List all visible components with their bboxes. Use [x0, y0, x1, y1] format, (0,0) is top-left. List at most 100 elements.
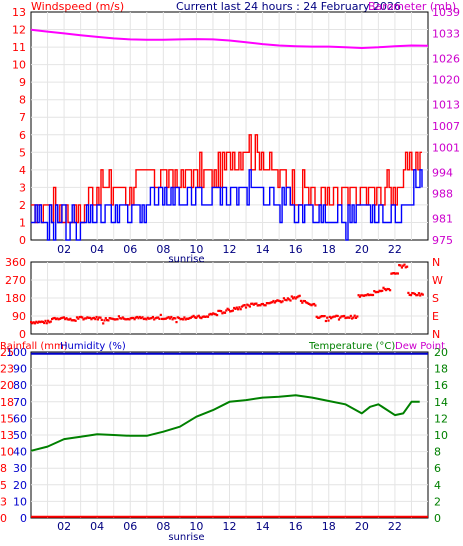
- direction-point: [421, 293, 424, 296]
- direction-point: [347, 316, 350, 319]
- humidity-tick-label: 70: [13, 396, 27, 409]
- direction-point: [297, 295, 300, 298]
- direction-point: [265, 302, 268, 305]
- direction-point: [369, 293, 372, 296]
- direction-point: [398, 264, 401, 267]
- direction-point: [94, 318, 97, 321]
- direction-tick-label: 360: [5, 256, 26, 269]
- time-tick-label: 04: [90, 520, 104, 533]
- direction-point: [357, 294, 360, 297]
- temperature-tick-label: 10: [434, 429, 448, 442]
- direction-point: [377, 290, 380, 294]
- barometer-tick-label: 1007: [432, 120, 460, 133]
- time-tick-label: 10: [189, 520, 203, 533]
- direction-point: [158, 317, 161, 320]
- direction-point: [238, 306, 241, 309]
- direction-point: [146, 316, 149, 319]
- direction-point: [371, 293, 375, 297]
- direction-point: [140, 317, 143, 320]
- barometer-tick-label: 1020: [432, 74, 460, 87]
- direction-point: [192, 314, 195, 317]
- direction-point: [233, 306, 236, 310]
- direction-point: [277, 299, 280, 302]
- temperature-tick-label: 12: [434, 412, 448, 425]
- direction-point: [273, 301, 276, 304]
- direction-point: [330, 317, 333, 320]
- direction-point: [154, 317, 157, 320]
- direction-point: [167, 316, 170, 319]
- direction-point: [373, 290, 376, 293]
- direction-point: [260, 303, 263, 306]
- direction-point: [281, 300, 284, 303]
- direction-point: [356, 315, 359, 318]
- direction-point: [51, 317, 54, 321]
- direction-point: [161, 317, 164, 320]
- direction-point: [333, 315, 337, 318]
- direction-point: [137, 317, 140, 320]
- direction-point: [231, 309, 234, 312]
- rainfall-tick-label: 5: [0, 479, 7, 492]
- direction-point: [316, 316, 320, 319]
- direction-point: [230, 310, 233, 313]
- direction-point: [100, 318, 103, 321]
- direction-point: [182, 318, 185, 321]
- direction-point: [33, 322, 37, 325]
- direction-tick-label: 180: [5, 292, 26, 305]
- barometer-tick-label: 981: [432, 213, 453, 226]
- direction-point: [391, 272, 394, 275]
- direction-point: [111, 317, 114, 320]
- direction-tick-label: 270: [5, 274, 26, 287]
- rainfall-tick-label: 3: [0, 495, 7, 508]
- direction-point: [125, 318, 128, 321]
- direction-point: [39, 321, 42, 324]
- direction-point: [208, 313, 211, 316]
- direction-point: [130, 316, 134, 320]
- direction-point: [272, 299, 275, 303]
- direction-point: [415, 294, 418, 297]
- direction-point: [49, 320, 52, 323]
- direction-point: [99, 316, 102, 319]
- direction-point: [293, 296, 296, 299]
- barometer-tick-label: 1033: [432, 27, 460, 40]
- direction-point: [216, 314, 219, 317]
- time-tick-label: 02: [57, 520, 71, 533]
- direction-point: [381, 289, 384, 292]
- direction-point: [70, 319, 73, 322]
- temperature-line: [30, 394, 420, 452]
- direction-point: [323, 315, 326, 318]
- direction-point: [298, 294, 301, 297]
- temperature-tick-label: 20: [434, 346, 448, 359]
- time-tick-label: 12: [223, 243, 237, 256]
- time-tick-label: 02: [57, 243, 71, 256]
- direction-point: [254, 302, 257, 305]
- barometer-tick-label: 1026: [432, 52, 460, 65]
- direction-point: [129, 317, 132, 320]
- direction-point: [89, 316, 92, 319]
- direction-point: [141, 316, 144, 319]
- direction-point: [368, 294, 371, 297]
- direction-point: [172, 317, 175, 320]
- direction-point: [68, 318, 71, 321]
- direction-point: [43, 321, 46, 325]
- direction-point: [45, 322, 48, 325]
- direction-point: [78, 316, 81, 319]
- direction-point: [400, 266, 403, 269]
- direction-point: [132, 316, 135, 320]
- direction-point: [351, 317, 354, 320]
- wind-tick-label: 10: [12, 59, 26, 72]
- barometer-tick-label: 1039: [432, 6, 460, 19]
- direction-point: [280, 301, 283, 304]
- time-tick-label: 14: [256, 520, 270, 533]
- direction-point: [60, 317, 63, 320]
- direction-point: [276, 299, 279, 302]
- direction-point: [98, 316, 101, 319]
- temperature-tick-label: 18: [434, 363, 448, 376]
- direction-point: [113, 318, 116, 321]
- direction-point: [390, 272, 393, 275]
- direction-point: [392, 272, 396, 275]
- direction-point: [75, 316, 79, 319]
- rainfall-tick-label: 23: [0, 363, 14, 376]
- direction-point: [159, 313, 162, 316]
- direction-point: [239, 308, 242, 311]
